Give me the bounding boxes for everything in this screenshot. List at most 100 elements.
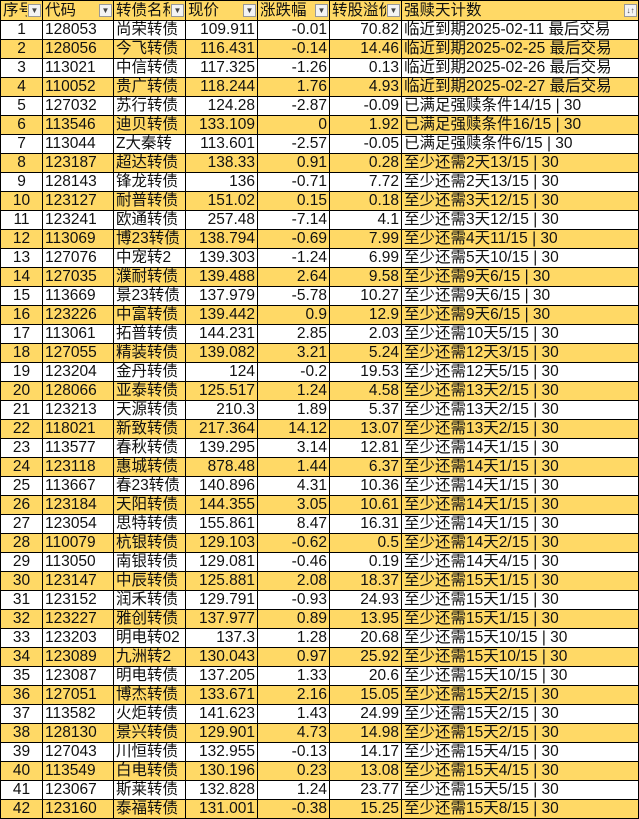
table-row[interactable]: 29 113050 南银转债 129.081 -0.46 0.19 至少还需14天4/15 … [0,552,639,572]
cell-redeem-count[interactable]: 至少还需2天13/15 | 30 [401,153,639,173]
table-row[interactable]: 39 127043 川恒转债 132.955 -0.13 14.17 至少还需15天4/15… [0,742,639,762]
cell-price[interactable]: 129.791 [185,590,258,610]
cell-change[interactable]: 1.28 [257,628,330,648]
cell-premium[interactable]: 24.99 [329,704,402,724]
cell-change[interactable]: 3.21 [257,343,330,363]
cell-change[interactable]: 3.05 [257,495,330,515]
cell-premium[interactable]: 14.46 [329,39,402,59]
cell-seq[interactable]: 9 [0,172,43,192]
cell-seq[interactable]: 16 [0,305,43,325]
table-row[interactable]: 33 123203 明电转02 137.3 1.28 20.68 至少还需15天10/15 … [0,628,639,648]
cell-change[interactable]: -0.93 [257,590,330,610]
cell-premium[interactable]: 70.82 [329,20,402,40]
cell-premium[interactable]: 18.37 [329,571,402,591]
cell-price[interactable]: 139.488 [185,267,258,287]
cell-price[interactable]: 130.196 [185,761,258,781]
cell-redeem-count[interactable]: 临近到期2025-02-26 最后交易 [401,58,639,78]
cell-code[interactable]: 110052 [42,77,114,97]
cell-code[interactable]: 127055 [42,343,114,363]
cell-premium[interactable]: 24.93 [329,590,402,610]
filter-dropdown-icon[interactable]: ▼ [99,4,112,17]
table-row[interactable]: 40 113549 白电转债 130.196 0.23 13.08 至少还需15天4/15 … [0,761,639,781]
cell-price[interactable]: 131.001 [185,799,258,819]
cell-price[interactable]: 117.325 [185,58,258,78]
table-row[interactable]: 42 123160 泰福转债 131.001 -0.38 15.25 至少还需15天8/15… [0,799,639,819]
cell-seq[interactable]: 40 [0,761,43,781]
cell-price[interactable]: 116.431 [185,39,258,59]
cell-price[interactable]: 139.303 [185,248,258,268]
cell-code[interactable]: 113577 [42,438,114,458]
cell-name[interactable]: 斯莱转债 [113,780,186,800]
cell-price[interactable]: 132.955 [185,742,258,762]
table-row[interactable]: 28 110079 杭银转债 129.103 -0.62 0.5 至少还需14天2/15 |… [0,533,639,553]
cell-redeem-count[interactable]: 至少还需5天10/15 | 30 [401,248,639,268]
cell-change[interactable]: 0.9 [257,305,330,325]
cell-change[interactable]: -5.78 [257,286,330,306]
cell-change[interactable]: -2.57 [257,134,330,154]
cell-change[interactable]: -1.26 [257,58,330,78]
cell-change[interactable]: -0.71 [257,172,330,192]
cell-name[interactable]: 景兴转债 [113,723,186,743]
cell-premium[interactable]: 15.25 [329,799,402,819]
cell-name[interactable]: 天源转债 [113,400,186,420]
cell-premium[interactable]: 0.19 [329,552,402,572]
table-row[interactable]: 14 127035 濮耐转债 139.488 2.64 9.58 至少还需9天6/15 | … [0,267,639,287]
cell-seq[interactable]: 35 [0,666,43,686]
table-row[interactable]: 8 123187 超达转债 138.33 0.91 0.28 至少还需2天13/15 | 3… [0,153,639,173]
cell-redeem-count[interactable]: 至少还需15天10/15 | 30 [401,647,639,667]
table-row[interactable]: 38 128130 景兴转债 129.901 4.73 14.98 至少还需15天2/15 … [0,723,639,743]
table-row[interactable]: 1 128053 尚荣转债 109.911 -0.01 70.82 临近到期2025-02-… [0,20,639,40]
cell-code[interactable]: 123160 [42,799,114,819]
cell-price[interactable]: 151.02 [185,191,258,211]
cell-redeem-count[interactable]: 至少还需13天2/15 | 30 [401,400,639,420]
cell-premium[interactable]: 1.92 [329,115,402,135]
cell-redeem-count[interactable]: 已满足强赎条件16/15 | 30 [401,115,639,135]
cell-redeem-count[interactable]: 至少还需13天2/15 | 30 [401,381,639,401]
cell-name[interactable]: 耐普转债 [113,191,186,211]
cell-name[interactable]: 中宠转2 [113,248,186,268]
header-code[interactable]: 代码 ▼ [42,0,114,21]
cell-code[interactable]: 113582 [42,704,114,724]
cell-price[interactable]: 133.109 [185,115,258,135]
cell-seq[interactable]: 22 [0,419,43,439]
cell-change[interactable]: -0.2 [257,362,330,382]
cell-premium[interactable]: 13.07 [329,419,402,439]
cell-redeem-count[interactable]: 已满足强赎条件14/15 | 30 [401,96,639,116]
cell-price[interactable]: 155.861 [185,514,258,534]
cell-price[interactable]: 132.828 [185,780,258,800]
cell-redeem-count[interactable]: 至少还需14天2/15 | 30 [401,533,639,553]
cell-seq[interactable]: 11 [0,210,43,230]
cell-premium[interactable]: 10.27 [329,286,402,306]
cell-seq[interactable]: 7 [0,134,43,154]
cell-premium[interactable]: 2.03 [329,324,402,344]
cell-premium[interactable]: 23.77 [329,780,402,800]
cell-seq[interactable]: 28 [0,533,43,553]
cell-change[interactable]: 0.91 [257,153,330,173]
cell-redeem-count[interactable]: 至少还需15天1/15 | 30 [401,590,639,610]
cell-name[interactable]: Z大秦转 [113,134,186,154]
cell-code[interactable]: 123089 [42,647,114,667]
cell-redeem-count[interactable]: 至少还需15天4/15 | 30 [401,742,639,762]
cell-redeem-count[interactable]: 至少还需13天2/15 | 30 [401,419,639,439]
cell-code[interactable]: 113021 [42,58,114,78]
cell-premium[interactable]: 4.93 [329,77,402,97]
cell-name[interactable]: 雅创转债 [113,609,186,629]
cell-change[interactable]: 0 [257,115,330,135]
cell-code[interactable]: 127051 [42,685,114,705]
cell-premium[interactable]: 7.99 [329,229,402,249]
cell-seq[interactable]: 27 [0,514,43,534]
cell-premium[interactable]: 25.92 [329,647,402,667]
header-name[interactable]: 转债名称▼ [113,0,186,21]
table-row[interactable]: 35 123087 明电转债 137.205 1.33 20.6 至少还需15天10/15 … [0,666,639,686]
cell-seq[interactable]: 29 [0,552,43,572]
cell-premium[interactable]: 14.17 [329,742,402,762]
cell-premium[interactable]: 0.28 [329,153,402,173]
cell-price[interactable]: 138.33 [185,153,258,173]
cell-premium[interactable]: -0.05 [329,134,402,154]
cell-change[interactable]: 3.14 [257,438,330,458]
table-row[interactable]: 32 123227 雅创转债 137.977 0.89 13.95 至少还需15天1/15 … [0,609,639,629]
cell-price[interactable]: 210.3 [185,400,258,420]
cell-price[interactable]: 878.48 [185,457,258,477]
cell-change[interactable]: -0.01 [257,20,330,40]
cell-seq[interactable]: 37 [0,704,43,724]
